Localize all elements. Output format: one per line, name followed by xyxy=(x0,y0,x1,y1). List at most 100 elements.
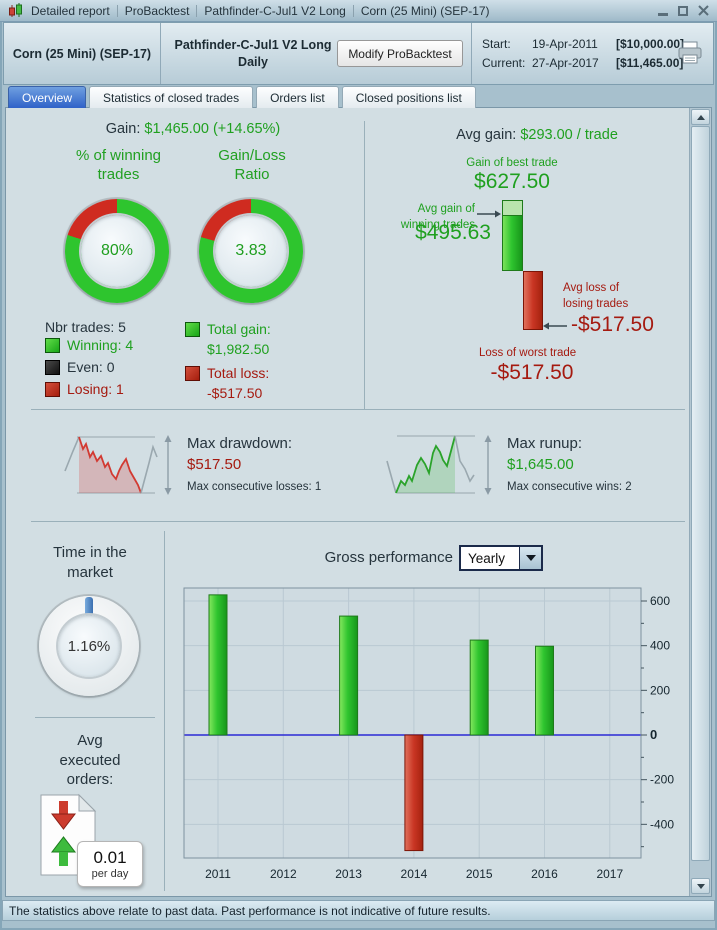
max-consecutive-losses: Max consecutive losses: 1 xyxy=(187,481,322,493)
total-loss-value: -$517.50 xyxy=(207,385,263,401)
max-runup-title: Max runup: xyxy=(507,435,583,452)
svg-text:2012: 2012 xyxy=(270,867,297,881)
avg-gain-bar xyxy=(502,200,523,271)
section-divider xyxy=(31,409,685,410)
capital-dates: Start: 19-Apr-2011 [$10,000.00] Current:… xyxy=(482,35,684,72)
gain-loss-ratio-gauge: 3.83 xyxy=(199,199,303,303)
best-trade-value: $627.50 xyxy=(474,170,550,193)
gain-summary: Gain: $1,465.00 (+14.65%) xyxy=(37,121,349,137)
instrument-name: Corn (25 Mini) (SEP-17) xyxy=(4,23,161,84)
avg-gain-bar-cap xyxy=(503,201,522,216)
legend-total-gain: Total gain: xyxy=(185,321,271,337)
svg-text:2015: 2015 xyxy=(466,867,493,881)
stats-vertical-divider xyxy=(364,121,365,409)
legend-losing: Losing: 1 xyxy=(45,381,124,397)
winning-gauge-title: % of winning trades xyxy=(75,147,162,183)
time-gauge-tick xyxy=(85,597,93,616)
dates-section: Start: 19-Apr-2011 [$10,000.00] Current:… xyxy=(472,23,713,84)
legend-total-loss: Total loss: xyxy=(185,365,269,381)
svg-text:-400: -400 xyxy=(650,817,674,831)
scrollbar-thumb[interactable] xyxy=(691,126,710,861)
candlestick-icon xyxy=(9,3,22,17)
winning-percentage-gauge: 80% xyxy=(65,199,169,303)
even-count: Even: 0 xyxy=(67,359,115,375)
strategy-timeframe: Daily xyxy=(238,54,268,69)
chevron-down-icon xyxy=(525,555,536,561)
title-separator xyxy=(116,4,118,17)
ratio-gauge-value: 3.83 xyxy=(235,242,267,259)
window-title-instrument: Corn (25 Mini) (SEP-17) xyxy=(360,3,490,18)
total-gain-swatch xyxy=(185,321,200,337)
time-gauge-value: 1.16% xyxy=(67,637,111,655)
gross-performance-label: Gross performance xyxy=(324,549,453,566)
svg-text:0: 0 xyxy=(650,727,657,742)
avg-win-value: $495.63 xyxy=(415,221,491,244)
tab-overview[interactable]: Overview xyxy=(8,86,87,108)
tab-statistics-of-closed-trades[interactable]: Statistics of closed trades xyxy=(89,86,254,108)
current-date: 27-Apr-2017 xyxy=(532,55,599,70)
avg-orders-value-box: 0.01 per day xyxy=(77,841,143,887)
tab-closed-positions-list[interactable]: Closed positions list xyxy=(341,86,476,108)
report-header: Corn (25 Mini) (SEP-17) Pathfinder-C-Jul… xyxy=(3,22,714,85)
strategy-title: Pathfinder-C-Jul1 V2 Long Daily xyxy=(169,37,337,71)
window-title-report: Detailed report xyxy=(31,3,110,18)
print-icon[interactable] xyxy=(677,41,703,65)
svg-text:400: 400 xyxy=(650,639,670,653)
drawdown-sparkline xyxy=(64,435,172,495)
start-date: 19-Apr-2011 xyxy=(532,36,598,51)
triangle-up-icon xyxy=(696,114,705,120)
total-gain-label: Total gain: xyxy=(207,321,271,337)
max-drawdown-title: Max drawdown: xyxy=(187,435,293,452)
modify-probacktest-button[interactable]: Modify ProBacktest xyxy=(337,40,463,67)
title-bar: Detailed report ProBacktest Pathfinder-C… xyxy=(0,0,717,22)
avg-gain-summary: Avg gain: $293.00 / trade xyxy=(399,127,675,143)
start-amount: [$10,000.00] xyxy=(616,36,685,51)
winning-color-swatch xyxy=(45,337,60,353)
sell-arrow-icon xyxy=(50,801,77,830)
gain-label: Gain: xyxy=(105,121,141,137)
period-dropdown[interactable]: Yearly xyxy=(459,545,543,571)
tab-orders-list[interactable]: Orders list xyxy=(256,86,339,108)
window-title-module: ProBacktest xyxy=(124,3,190,18)
best-trade-label: Gain of best trade xyxy=(466,157,558,169)
svg-text:2014: 2014 xyxy=(401,867,428,881)
time-in-market-gauge: 1.16% xyxy=(39,596,139,696)
avg-loss-value: -$517.50 xyxy=(571,313,654,336)
section-divider xyxy=(31,521,685,522)
overview-content: Gain: $1,465.00 (+14.65%) % of winning t… xyxy=(7,109,690,897)
dropdown-button[interactable] xyxy=(519,547,541,569)
start-label: Start: xyxy=(482,36,511,51)
max-runup-value: $1,645.00 xyxy=(507,456,574,473)
disclaimer-text: The statistics above relate to past data… xyxy=(9,903,491,918)
winning-count: Winning: 4 xyxy=(67,337,134,353)
losing-count: Losing: 1 xyxy=(67,381,124,397)
avg-orders-unit: per day xyxy=(91,868,129,880)
worst-trade-value: -$517.50 xyxy=(490,361,574,384)
vertical-scrollbar[interactable] xyxy=(689,108,711,896)
ratio-gauge-title: Gain/Loss Ratio xyxy=(218,147,286,183)
legend-winning: Winning: 4 xyxy=(45,337,133,353)
current-amount: [$11,465.00] xyxy=(616,55,684,70)
max-consecutive-wins: Max consecutive wins: 2 xyxy=(507,481,632,493)
period-dropdown-value: Yearly xyxy=(468,550,506,566)
avg-win-label: Avg gain of winning trades xyxy=(400,203,475,231)
runup-sparkline xyxy=(386,435,492,495)
gross-performance-chart: 600 400 200 0 -200 -400 2011 2012 2013 2014 2015 20… xyxy=(183,587,674,881)
strategy-name: Pathfinder-C-Jul1 V2 Long xyxy=(174,37,332,52)
minimize-button[interactable] xyxy=(658,13,668,16)
max-drawdown-value: $517.50 xyxy=(187,456,242,473)
status-bar: The statistics above relate to past data… xyxy=(2,900,715,921)
strategy-section: Pathfinder-C-Jul1 V2 Long Daily Modify P… xyxy=(161,23,472,84)
svg-text:-200: -200 xyxy=(650,773,674,787)
svg-text:600: 600 xyxy=(650,594,670,608)
maximize-button[interactable] xyxy=(678,5,688,16)
losing-color-swatch xyxy=(45,381,60,397)
overview-panel: Gain: $1,465.00 (+14.65%) % of winning t… xyxy=(5,107,712,897)
scroll-up-button[interactable] xyxy=(691,109,710,125)
scroll-down-button[interactable] xyxy=(691,878,710,894)
avg-orders-value: 0.01 xyxy=(93,848,127,867)
avg-gain-label: Avg gain: xyxy=(456,127,517,143)
arrow-left-icon xyxy=(543,322,567,330)
svg-text:2011: 2011 xyxy=(205,867,231,881)
close-button[interactable] xyxy=(698,5,709,16)
